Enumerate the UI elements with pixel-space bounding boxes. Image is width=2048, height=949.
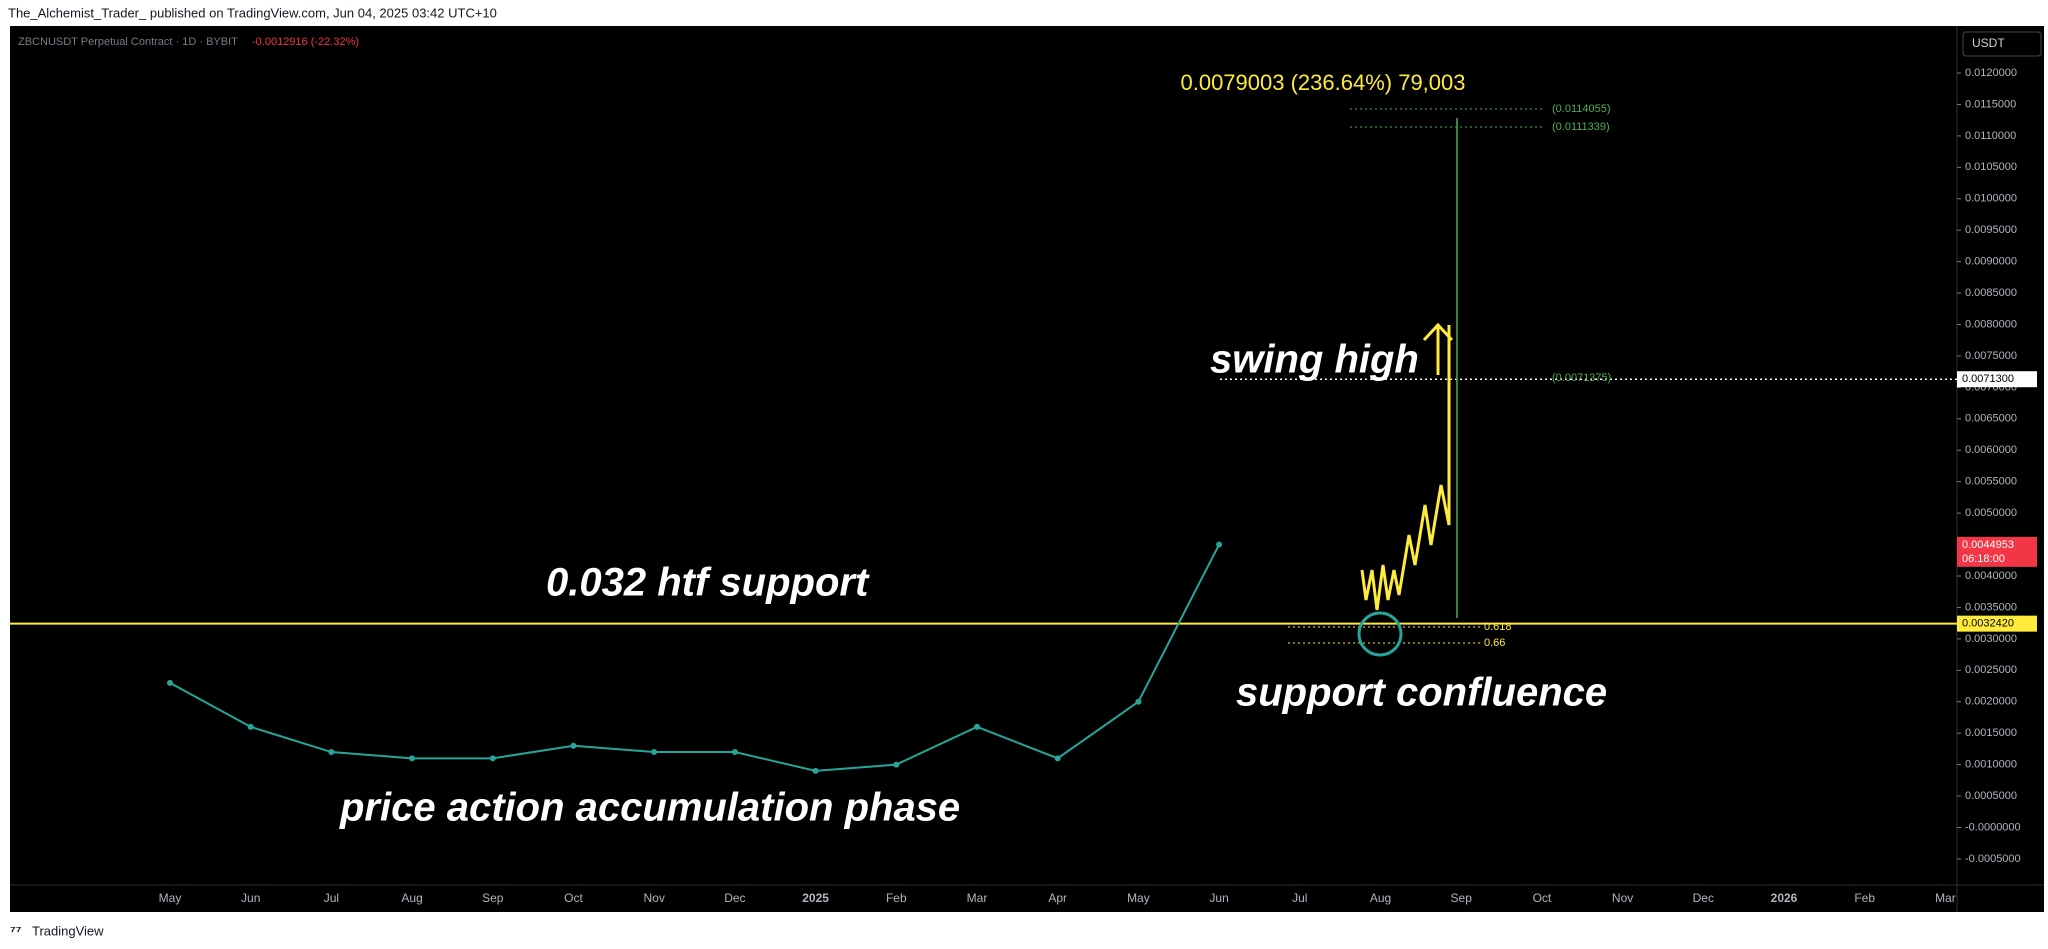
- fib-label: 0.618: [1484, 621, 1512, 633]
- x-tick-label: Nov: [644, 891, 665, 905]
- x-tick-label: Feb: [886, 891, 907, 905]
- x-tick-label: Mar: [967, 891, 988, 905]
- price-point: [1054, 755, 1061, 762]
- y-tick-label: -0.0000000: [1965, 821, 2021, 833]
- currency[interactable]: USDT: [1972, 36, 2005, 50]
- y-tick-label: 0.0100000: [1965, 193, 2017, 205]
- x-tick-label: Dec: [1693, 891, 1714, 905]
- x-tick-label: Nov: [1612, 891, 1633, 905]
- y-tick-label: 0.0095000: [1965, 224, 2017, 236]
- annotation: 0.032 htf support: [546, 561, 870, 605]
- price-point: [167, 679, 173, 686]
- price-point: [812, 767, 819, 774]
- change: -0.0012916 (-22.32%): [252, 36, 359, 48]
- price-point: [328, 749, 335, 756]
- y-tick-label: 0.0080000: [1965, 318, 2017, 330]
- confluence-circle: [1357, 611, 1403, 657]
- x-tick-label: 2026: [1771, 891, 1798, 905]
- countdown: 06:18:00: [1962, 553, 2005, 565]
- price-point: [974, 723, 980, 730]
- y-tick-label: 0.0065000: [1965, 413, 2017, 425]
- price-point: [247, 723, 254, 730]
- y-tick-label: 0.0120000: [1965, 67, 2017, 79]
- x-tick-label: Mar: [1935, 891, 1956, 905]
- x-tick-label: Feb: [1854, 891, 1875, 905]
- price-point: [570, 742, 577, 749]
- author-line: The_Alchemist_Trader_ published on Tradi…: [8, 5, 497, 20]
- y-tick-label: 0.0115000: [1965, 98, 2016, 110]
- y-tick-label: 0.0020000: [1965, 696, 2017, 708]
- y-tick-label: 0.0060000: [1965, 444, 2017, 456]
- price-label: 0.0044953: [1962, 539, 2014, 551]
- x-tick-label: Dec: [724, 891, 745, 905]
- y-tick-label: 0.0075000: [1965, 350, 2017, 362]
- x-tick-label: Jun: [1209, 891, 1228, 905]
- annotation: price action accumulation phase: [339, 786, 960, 830]
- price-point: [1216, 541, 1223, 548]
- y-tick-label: 0.0040000: [1965, 570, 2017, 582]
- price-point: [893, 761, 900, 768]
- currency-button[interactable]: [1962, 31, 2042, 57]
- x-tick-label: Oct: [564, 891, 583, 905]
- price-point: [651, 749, 658, 756]
- x-tick-label: May: [1127, 891, 1150, 905]
- x-tick-label: Aug: [401, 891, 422, 905]
- y-tick-label: 0.0050000: [1965, 507, 2017, 519]
- footer-logo: ⁷⁷: [10, 923, 22, 939]
- y-tick-label: 0.0005000: [1965, 790, 2017, 802]
- x-tick-label: Jul: [324, 891, 339, 905]
- measure-label: 0.0079003 (236.64%) 79,003: [1180, 70, 1465, 95]
- y-tick-label: 0.0010000: [1965, 759, 2017, 771]
- swing-level-label: (0.0071375): [1552, 372, 1611, 384]
- footer: TradingView: [32, 923, 104, 938]
- x-tick-label: Jun: [241, 891, 260, 905]
- target-label: (0.0114055): [1552, 103, 1611, 115]
- x-tick-label: May: [159, 891, 182, 905]
- x-tick-label: 2025: [802, 891, 829, 905]
- y-tick-label: 0.0025000: [1965, 664, 2017, 676]
- x-tick-label: Oct: [1533, 891, 1552, 905]
- price-box: [1957, 536, 2037, 567]
- y-tick-label: 0.0105000: [1965, 161, 2017, 173]
- price-label: 0.0071300: [1962, 373, 2014, 385]
- y-tick-label: 0.0055000: [1965, 476, 2017, 488]
- fib-label: 0.66: [1484, 637, 1505, 649]
- price-point: [731, 749, 738, 756]
- price-line: [169, 544, 1220, 772]
- y-tick-label: 0.0035000: [1965, 601, 2017, 613]
- annotation: support confluence: [1236, 671, 1607, 715]
- projection-arrow: [1422, 322, 1454, 375]
- y-tick-label: 0.0110000: [1965, 130, 2016, 142]
- price-point: [1135, 698, 1142, 705]
- y-tick-label: 0.0090000: [1965, 256, 2017, 268]
- x-tick-label: Sep: [1451, 891, 1473, 905]
- price-box: [1957, 371, 2037, 388]
- chart-bg: [10, 26, 2044, 912]
- annotation: swing high: [1210, 338, 1419, 382]
- price-label: 0.0032420: [1962, 618, 2014, 630]
- x-tick-label: Apr: [1048, 891, 1067, 905]
- y-tick-label: -0.0005000: [1965, 853, 2021, 865]
- y-tick-label: 0.0030000: [1965, 633, 2017, 645]
- price-point: [489, 755, 496, 762]
- price-box: [1957, 615, 2037, 632]
- symbol: ZBCNUSDT Perpetual Contract · 1D · BYBIT: [18, 36, 238, 48]
- price-point: [409, 755, 416, 762]
- x-tick-label: Aug: [1370, 891, 1391, 905]
- y-tick-label: 0.0015000: [1965, 727, 2017, 739]
- x-tick-label: Sep: [482, 891, 504, 905]
- x-tick-label: Jul: [1292, 891, 1307, 905]
- target-label: (0.0111339): [1552, 121, 1610, 133]
- y-tick-label: 0.0085000: [1965, 287, 2017, 299]
- projection-path: [1360, 325, 1451, 611]
